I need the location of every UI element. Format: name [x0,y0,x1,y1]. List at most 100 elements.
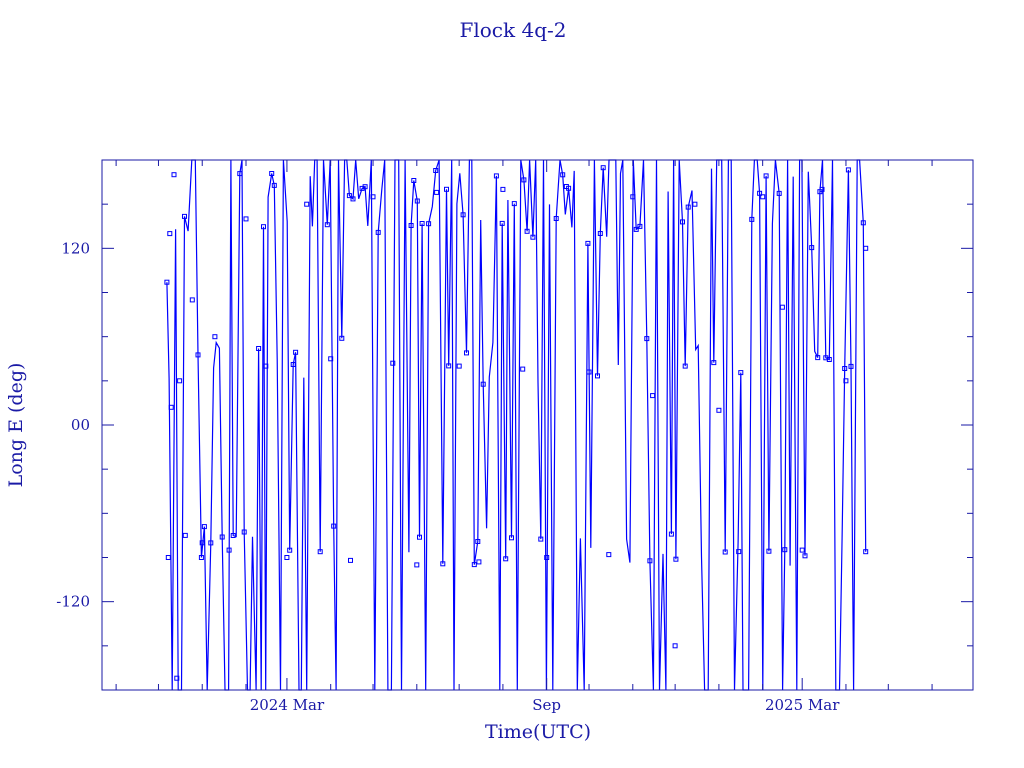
data-point [843,378,849,384]
series-marker [346,193,352,199]
series-marker [711,360,717,366]
data-point [174,675,180,681]
data-point [328,356,334,362]
series-marker [417,534,422,540]
series-marker [324,222,330,228]
data-point [168,404,174,410]
x-tick-label: 2025 Mar [765,696,840,714]
series-marker [256,346,262,351]
x-axis-label: Time(UTC) [485,721,591,743]
series-marker [530,234,536,240]
data-point [716,407,722,413]
series-marker [848,363,854,369]
series-marker [201,524,207,530]
series-marker [475,539,481,544]
series-marker [269,171,275,176]
series-marker [287,547,293,553]
series-marker [668,531,674,537]
series-marker [460,212,466,218]
series-marker [375,229,381,235]
series-marker [749,216,755,222]
data-point [390,360,396,366]
series-marker [419,221,425,226]
series-marker [521,177,527,183]
series-marker [763,173,769,179]
series-marker [241,529,247,535]
series-marker [350,196,356,202]
data-point [544,555,550,560]
series-marker [230,533,236,538]
series-marker [219,534,225,540]
data-point [226,547,232,553]
data-point [263,363,269,369]
series-marker [809,245,815,251]
series-marker [261,224,266,230]
series-marker [682,363,688,369]
series-marker [802,553,808,559]
series-marker [331,523,337,529]
series-marker [499,220,505,226]
data-point [500,186,506,192]
data-point [284,555,290,560]
series-marker [637,223,643,229]
series-marker [597,231,603,236]
series-marker [845,167,851,173]
data-point [736,549,742,555]
series-marker [317,549,323,555]
data-point [212,334,218,340]
data-point [243,216,249,222]
data-point [863,245,869,251]
data-point [434,189,440,195]
axes-layer: 120 00 -120 2024 Mar Sep 2025 Mar [56,159,974,714]
series-marker [815,355,821,361]
data-point [779,304,785,310]
series-marker [440,561,446,567]
series-marker [414,198,420,204]
data-point [819,186,825,192]
series-line [166,159,867,691]
series-marker [237,171,243,177]
data-point [630,194,636,200]
x-tick-label: Sep [532,696,561,714]
series-marker [738,370,744,376]
series-marker [585,240,591,246]
series-marker [433,168,439,173]
y-tick-label: 120 [61,239,90,257]
data-point [177,378,183,384]
series-marker [471,562,477,568]
chart-title: Flock 4q-2 [459,18,566,42]
data-point [182,532,188,538]
data-point [586,369,592,375]
data-point [199,540,205,546]
series-marker [722,549,728,555]
data-point [348,557,353,563]
series-marker [408,223,414,228]
data-point [456,363,462,369]
series-marker [863,549,869,555]
series-marker [339,335,345,341]
data-point [799,547,805,553]
series-marker [426,221,432,227]
series-marker [493,173,499,179]
series-marker [293,349,299,355]
data-point [760,194,766,200]
series-marker [208,540,214,546]
series-marker [271,182,277,188]
series-marker [553,216,559,221]
series-marker [595,373,600,379]
data-point [164,279,170,285]
series-marker [538,536,544,542]
series-marker [290,362,296,367]
series-marker [198,555,204,560]
series-marker [511,201,517,207]
series-marker [446,363,452,369]
data-point [165,555,171,560]
data-point [692,201,698,207]
data-point [189,297,195,303]
data-point [370,194,376,200]
series-marker [766,548,772,554]
series-marker [644,336,650,342]
series-marker [685,204,691,210]
series-marker [633,226,639,232]
